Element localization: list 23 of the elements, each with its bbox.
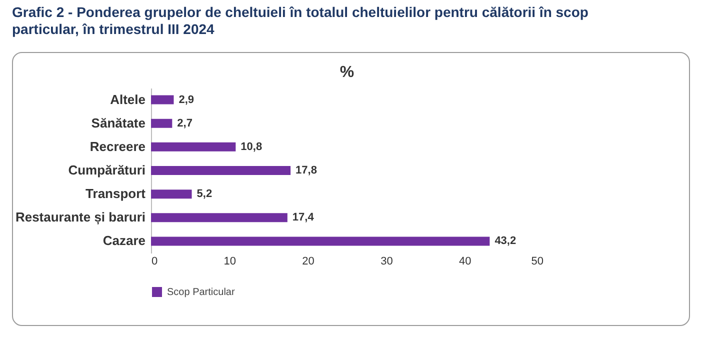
y-tick-label: Cumpărături [68,162,146,178]
y-tick-label: Transport [86,186,146,202]
data-label: 17,4 [292,212,315,224]
x-tick-label: 50 [531,256,544,268]
x-tick-label: 20 [302,256,314,268]
data-label: 43,2 [494,235,516,248]
legend-label: Scop Particular [167,287,236,298]
x-tick-label: 40 [458,256,472,268]
y-tick-label: Sănătate [91,115,146,130]
y-tick-label: Cazare [102,233,146,248]
y-tick-label: Restaurante și baruri [15,210,146,226]
data-label: 10,8 [240,140,262,153]
x-tick-label: 0 [152,256,158,268]
x-tick-label: 10 [224,256,236,268]
chart-subtitle: % [340,64,354,81]
y-tick-label: Recreere [90,138,146,154]
x-tick-label: 30 [380,256,393,268]
data-label: 17,8 [296,164,317,176]
y-tick-label: Altele [110,92,146,107]
data-label: 2,9 [178,94,194,106]
data-label: 2,7 [177,117,192,130]
chart-title: Grafic 2 - Ponderea grupelor de cheltuieli în totalul cheltuielilor pentru călătorii în scop particular, în trimestrul III 2024 [12,4,590,38]
data-label: 5,2 [196,188,212,200]
